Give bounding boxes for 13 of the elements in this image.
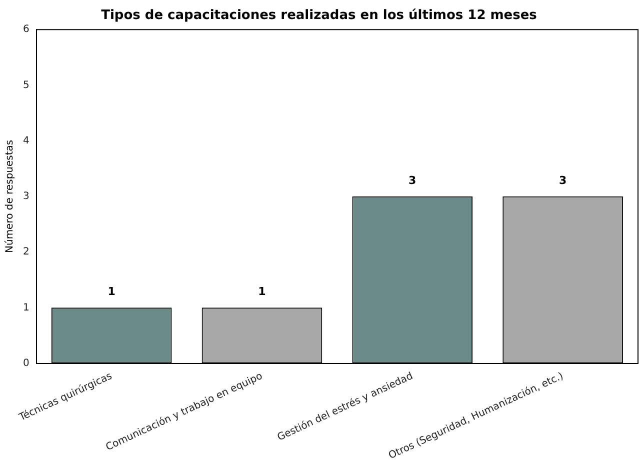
- chart-title: Tipos de capacitaciones realizadas en los últimos 12 meses: [101, 8, 538, 24]
- data-label: 3: [408, 174, 416, 187]
- data-label: 1: [258, 285, 266, 298]
- y-tick-label: 1: [22, 302, 30, 314]
- y-tick-label: 4: [22, 135, 30, 146]
- y-tick-label: 6: [22, 24, 30, 36]
- y-tick-label: 3: [22, 191, 30, 202]
- y-tick-label: 5: [22, 80, 30, 91]
- y-axis-title: Número de respuestas: [4, 140, 16, 254]
- data-label: 1: [108, 285, 116, 298]
- y-tick-label: 2: [22, 246, 30, 258]
- data-label: 3: [558, 174, 567, 187]
- y-tick-label: 0: [22, 358, 30, 369]
